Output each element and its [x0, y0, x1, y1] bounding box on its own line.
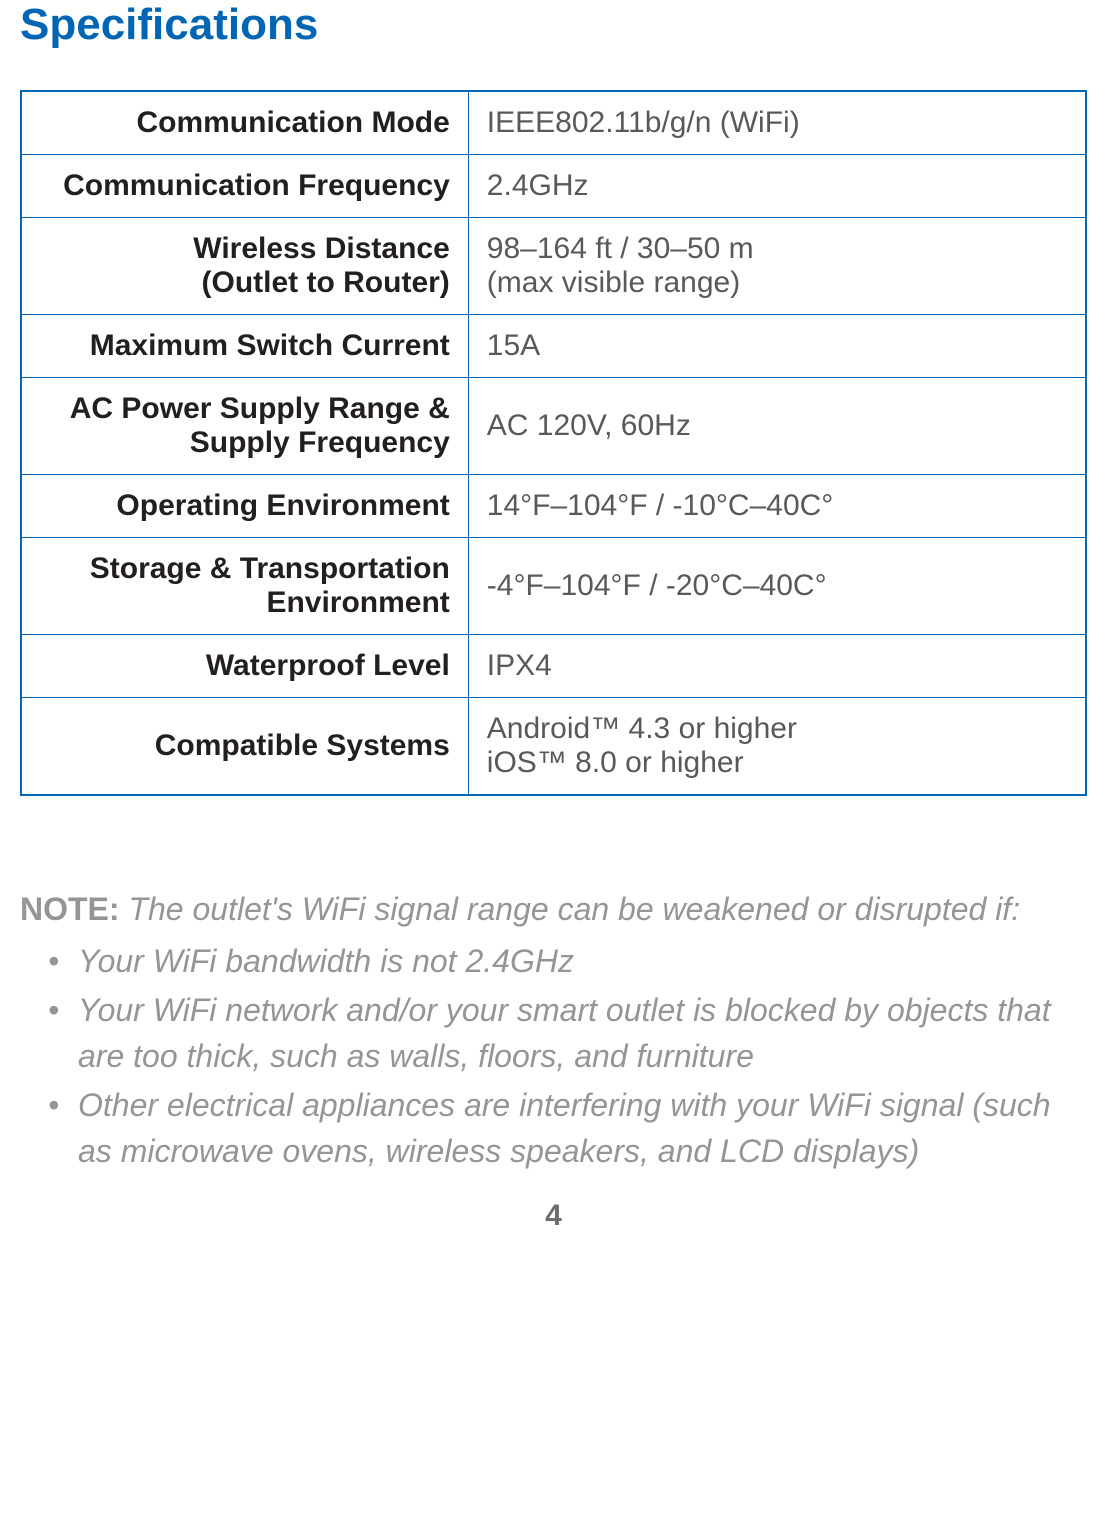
- spec-label-line: AC Power Supply Range &: [40, 392, 450, 426]
- spec-label: Operating Environment: [21, 475, 468, 538]
- spec-label: Communication Mode: [21, 91, 468, 155]
- spec-label: Maximum Switch Current: [21, 315, 468, 378]
- spec-label: Waterproof Level: [21, 635, 468, 698]
- spec-value: 2.4GHz: [468, 155, 1086, 218]
- spec-value: 15A: [468, 315, 1086, 378]
- spec-value: 14°F–104°F / -10°C–40C°: [468, 475, 1086, 538]
- note-label: NOTE:: [20, 891, 120, 927]
- table-row: Compatible Systems Android™ 4.3 or highe…: [21, 698, 1086, 796]
- table-row: AC Power Supply Range & Supply Frequency…: [21, 378, 1086, 475]
- spec-value: IEEE802.11b/g/n (WiFi): [468, 91, 1086, 155]
- note-section: NOTE: The outlet's WiFi signal range can…: [20, 886, 1087, 1174]
- spec-label-line: (Outlet to Router): [40, 266, 450, 300]
- table-row: Waterproof Level IPX4: [21, 635, 1086, 698]
- note-list-item: Your WiFi network and/or your smart outl…: [48, 987, 1087, 1080]
- spec-label-line: Wireless Distance: [40, 232, 450, 266]
- spec-value: -4°F–104°F / -20°C–40C°: [468, 538, 1086, 635]
- spec-label: Storage & Transportation Environment: [21, 538, 468, 635]
- spec-value: IPX4: [468, 635, 1086, 698]
- table-row: Communication Mode IEEE802.11b/g/n (WiFi…: [21, 91, 1086, 155]
- spec-label-line: Storage & Transportation: [40, 552, 450, 586]
- note-list-item: Other electrical appliances are interfer…: [48, 1082, 1087, 1175]
- spec-value-line: 98–164 ft / 30–50 m: [487, 232, 1067, 266]
- spec-label: Compatible Systems: [21, 698, 468, 796]
- spec-value-line: iOS™ 8.0 or higher: [487, 746, 1067, 780]
- table-row: Communication Frequency 2.4GHz: [21, 155, 1086, 218]
- table-row: Maximum Switch Current 15A: [21, 315, 1086, 378]
- table-row: Operating Environment 14°F–104°F / -10°C…: [21, 475, 1086, 538]
- spec-label-line: Supply Frequency: [40, 426, 450, 460]
- spec-value: 98–164 ft / 30–50 m (max visible range): [468, 218, 1086, 315]
- spec-label: Wireless Distance (Outlet to Router): [21, 218, 468, 315]
- note-intro: The outlet's WiFi signal range can be we…: [128, 891, 1020, 927]
- spec-label-line: Environment: [40, 586, 450, 620]
- spec-label: AC Power Supply Range & Supply Frequency: [21, 378, 468, 475]
- spec-value-line: Android™ 4.3 or higher: [487, 712, 1067, 746]
- note-list-item: Your WiFi bandwidth is not 2.4GHz: [48, 938, 1087, 984]
- spec-label: Communication Frequency: [21, 155, 468, 218]
- specifications-table: Communication Mode IEEE802.11b/g/n (WiFi…: [20, 90, 1087, 796]
- spec-value-line: (max visible range): [487, 266, 1067, 300]
- spec-value: Android™ 4.3 or higher iOS™ 8.0 or highe…: [468, 698, 1086, 796]
- page-number: 4: [20, 1199, 1087, 1233]
- note-paragraph: NOTE: The outlet's WiFi signal range can…: [20, 886, 1087, 932]
- page-title: Specifications: [20, 0, 1087, 50]
- spec-value: AC 120V, 60Hz: [468, 378, 1086, 475]
- table-row: Wireless Distance (Outlet to Router) 98–…: [21, 218, 1086, 315]
- note-list: Your WiFi bandwidth is not 2.4GHz Your W…: [20, 938, 1087, 1174]
- table-row: Storage & Transportation Environment -4°…: [21, 538, 1086, 635]
